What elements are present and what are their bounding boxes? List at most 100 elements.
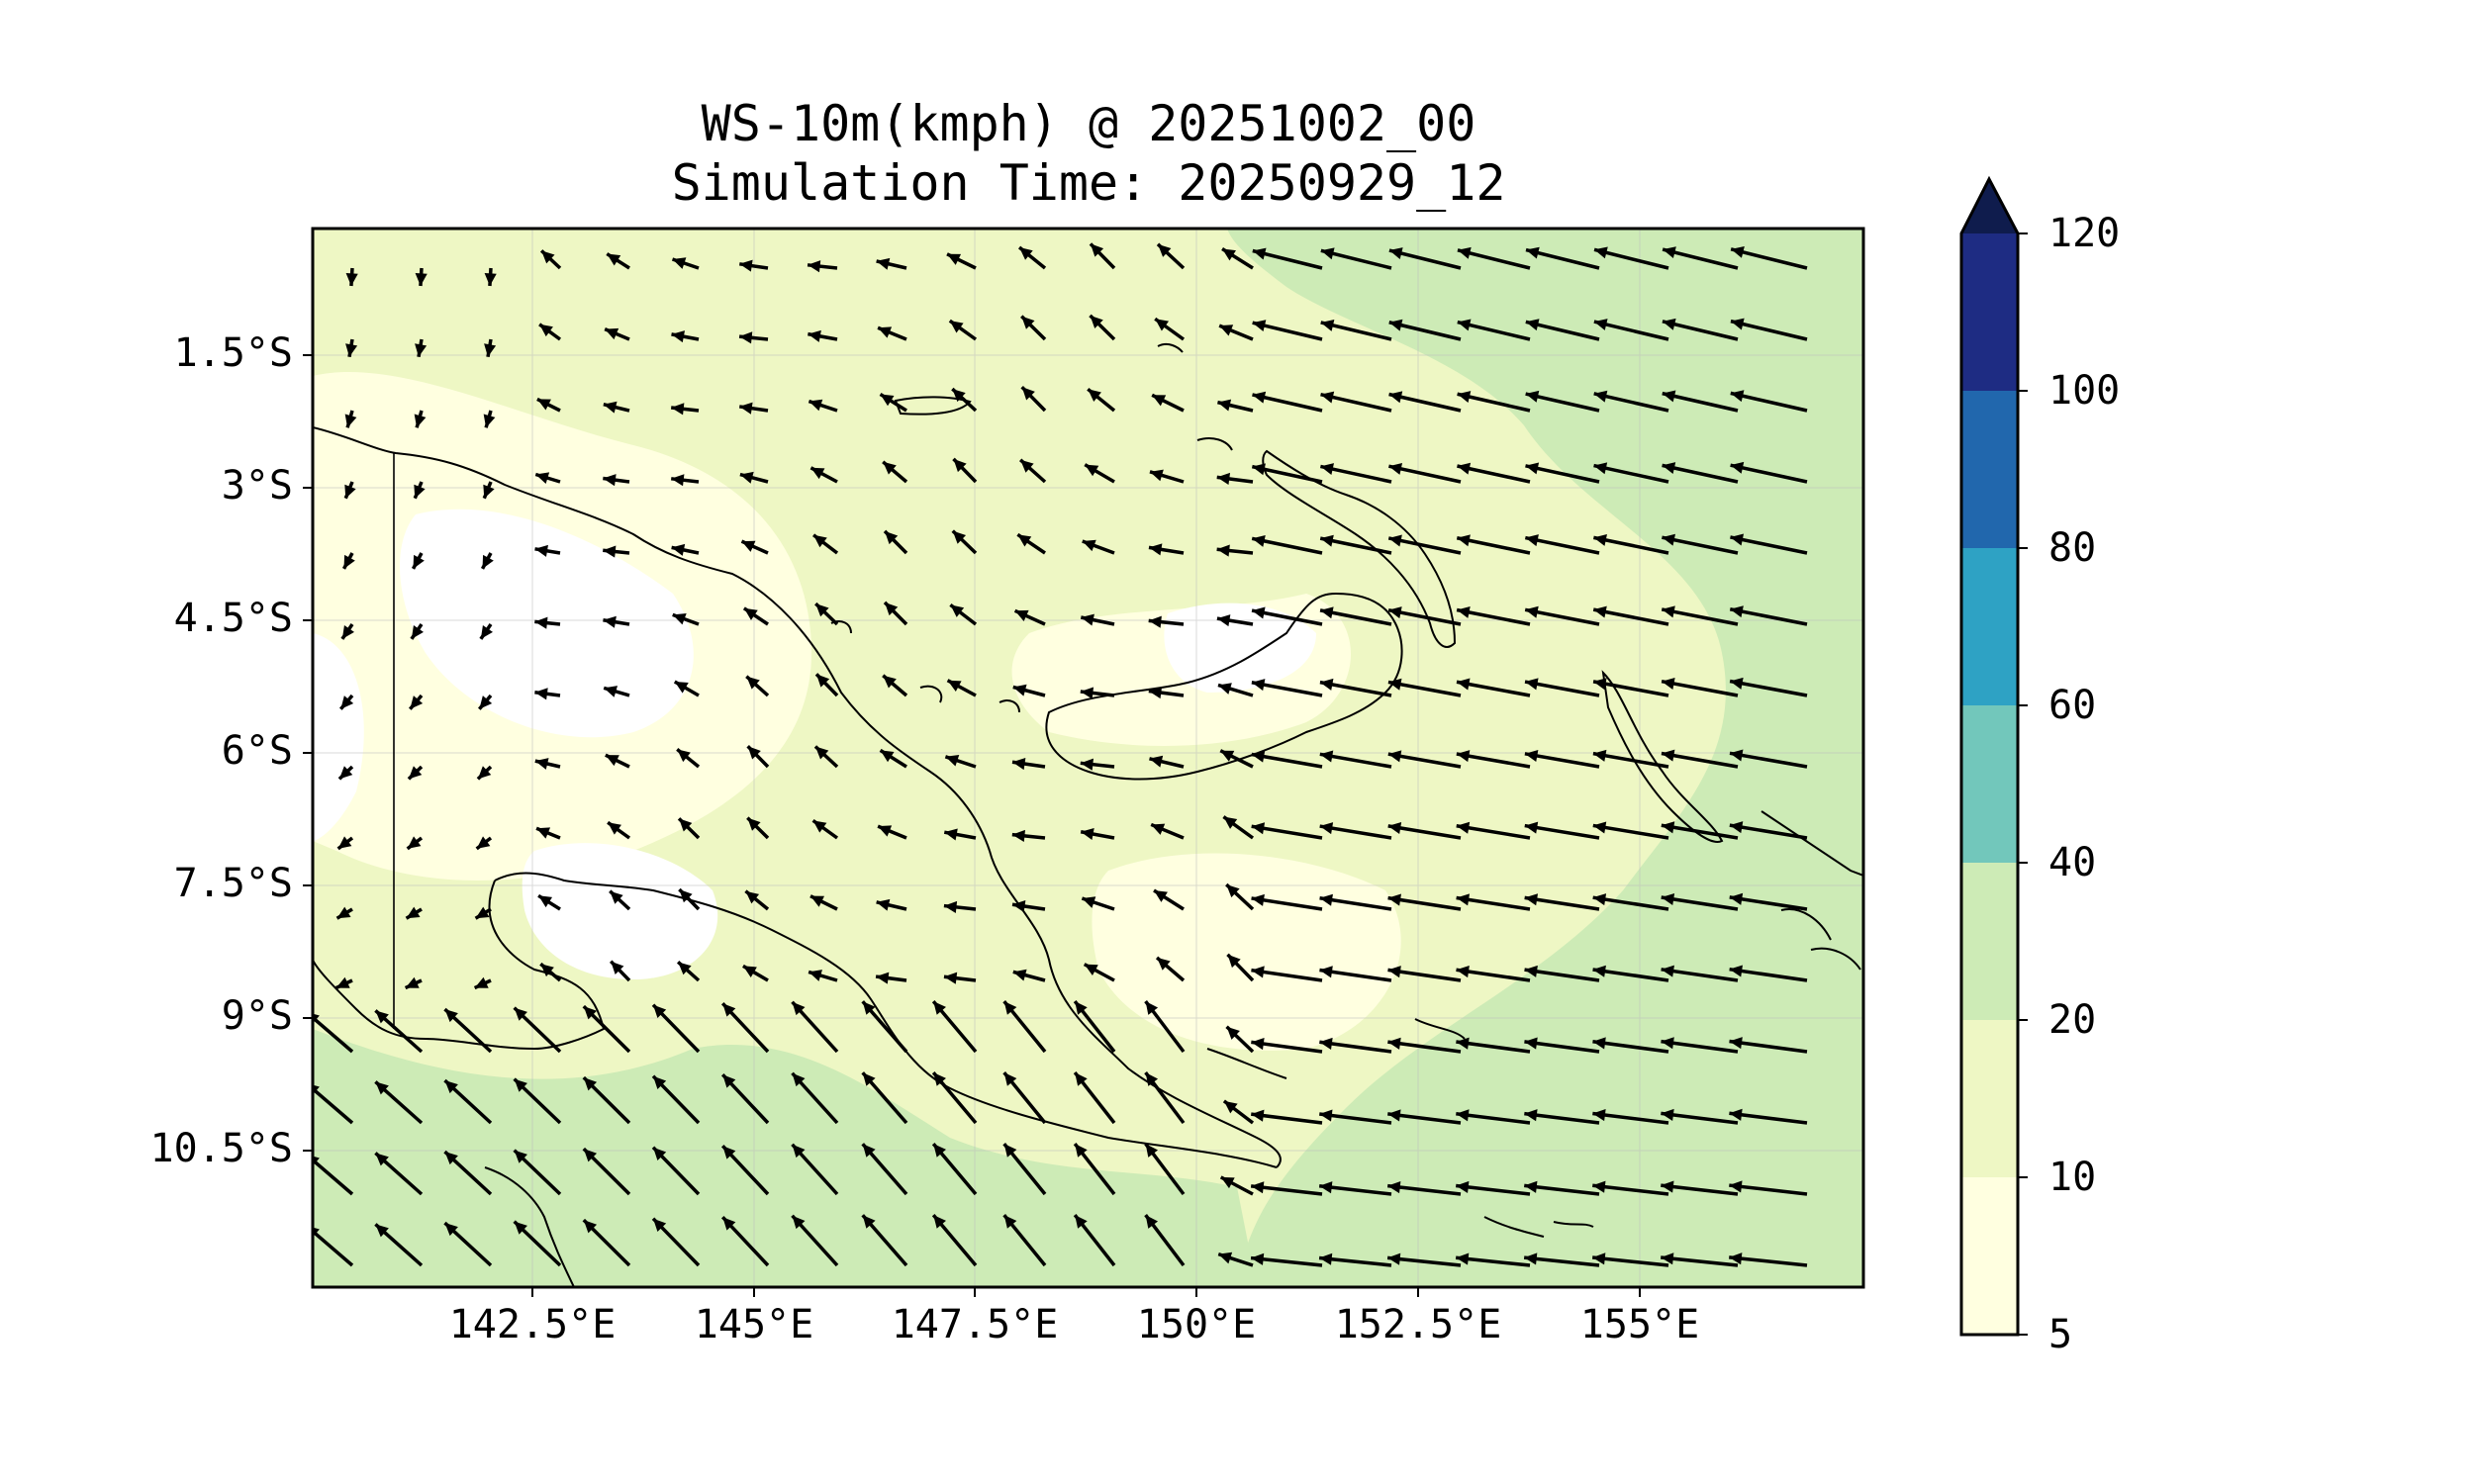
- colorbar-bin-5-10: [1961, 1177, 2018, 1335]
- wind-vector-head: [1729, 1252, 1743, 1265]
- wind-vector-shaft: [1729, 1039, 1808, 1054]
- speed-fill-below-5-bay: [1164, 603, 1316, 693]
- wind-vector-head: [1729, 1180, 1743, 1193]
- wind-vector-head: [1662, 318, 1676, 330]
- wind-vector-shaft: [1592, 968, 1669, 982]
- wind-vector-shaft: [1524, 1183, 1600, 1196]
- wind-vector-head: [671, 330, 686, 343]
- wind-vector-head: [880, 750, 895, 763]
- wind-vector-head: [1014, 609, 1029, 622]
- wind-vector-head: [1593, 678, 1607, 691]
- wind-vector-head: [414, 414, 427, 428]
- colorbar: [1959, 175, 2028, 1337]
- wind-vector-head: [792, 1072, 806, 1087]
- colorbar-label-80: 80: [2048, 525, 2097, 571]
- wind-vector-shaft: [1524, 968, 1600, 982]
- wind-vector-head: [745, 890, 760, 904]
- wind-vector-head: [1387, 1109, 1401, 1122]
- wind-vector-head: [611, 961, 624, 974]
- wind-vector-head: [1661, 1037, 1674, 1050]
- wind-vector-head: [1081, 828, 1094, 841]
- wind-vector-head: [480, 625, 493, 639]
- wind-vector-head: [1216, 544, 1230, 557]
- wind-vector-head: [1456, 750, 1471, 763]
- wind-vector-shaft: [1524, 823, 1600, 840]
- wind-vector-head: [1320, 319, 1335, 331]
- wind-vector-head: [444, 1152, 458, 1165]
- wind-vector-head: [739, 471, 754, 484]
- wind-vector-head: [1661, 1252, 1674, 1265]
- wind-vector-head: [1456, 1180, 1470, 1193]
- wind-vector-head: [1388, 247, 1403, 259]
- wind-vector-head: [603, 545, 617, 558]
- wind-vector-head: [1216, 472, 1231, 486]
- wind-vector-head: [1730, 461, 1745, 474]
- speed-fill-20-40-southwest: [313, 1029, 1257, 1287]
- speed-fill-5-10-central: [1092, 853, 1401, 1051]
- wind-vector-head: [1663, 246, 1676, 259]
- wind-vector-head: [1219, 325, 1234, 336]
- wind-vector-head: [1158, 243, 1172, 257]
- wind-vector-head: [1251, 679, 1266, 692]
- wind-vector-shaft: [1524, 1040, 1600, 1054]
- wind-vector-head: [674, 681, 689, 694]
- wind-vector-head: [1080, 758, 1094, 771]
- wind-vector-head: [810, 467, 825, 480]
- wind-vector-head: [1218, 683, 1232, 695]
- wind-vector-shaft: [1592, 751, 1669, 769]
- wind-vector-head: [1593, 533, 1607, 546]
- wind-vector-head: [1251, 1109, 1265, 1122]
- wind-vector-head: [1592, 1252, 1606, 1265]
- coastline-cape-york: [484, 1166, 575, 1287]
- wind-vector-head: [1456, 821, 1471, 834]
- wind-vector-head: [1388, 534, 1402, 547]
- wind-vector-head: [313, 1227, 320, 1238]
- wind-vector-head: [677, 749, 691, 763]
- wind-vector-head: [1729, 821, 1744, 834]
- wind-vectors: [313, 242, 1808, 1267]
- wind-vector-head: [375, 1081, 389, 1095]
- wind-vector-head: [1524, 821, 1539, 834]
- coastline-small-islands: [830, 342, 1233, 713]
- wind-vector-head: [1252, 606, 1266, 619]
- wind-vector-head: [1320, 534, 1334, 547]
- wind-vector-head: [444, 1223, 458, 1237]
- wind-vector-head: [1319, 966, 1333, 978]
- lat-label-3s: 3°S: [221, 463, 293, 509]
- wind-vector-head: [814, 746, 829, 760]
- wind-vector-head: [1592, 1037, 1606, 1050]
- lat-label-7-5s: 7.5°S: [173, 861, 293, 906]
- wind-vector-head: [722, 1074, 736, 1088]
- wind-vector-head: [1150, 469, 1164, 482]
- wind-vector-shaft: [1524, 1111, 1600, 1125]
- wind-vector-head: [671, 474, 685, 487]
- wind-vector-head: [1662, 605, 1675, 618]
- wind-vector-head: [743, 607, 758, 620]
- wind-vector-head: [1320, 247, 1335, 260]
- wind-vector-head: [816, 674, 830, 688]
- wind-vector-head: [408, 766, 423, 780]
- wind-vector-shaft: [1661, 607, 1739, 626]
- wind-vector-head: [607, 253, 621, 266]
- wind-vector-head: [444, 1080, 458, 1094]
- wind-vector-head: [1661, 821, 1675, 834]
- wind-vector-head: [1457, 319, 1472, 331]
- wind-vector-head: [1525, 605, 1539, 618]
- wind-vector-head: [534, 688, 548, 700]
- wind-vector-head: [653, 1004, 667, 1018]
- map-frame: [311, 227, 1865, 1289]
- wind-vector-head: [944, 828, 958, 841]
- wind-vector-head: [1456, 1252, 1470, 1265]
- wind-vector-head: [1729, 965, 1743, 977]
- wind-vector-shaft: [1661, 1255, 1739, 1267]
- wind-vector-head: [1021, 387, 1035, 401]
- wind-vector-head: [1012, 684, 1027, 696]
- colorbar-label-10: 10: [2048, 1155, 2097, 1200]
- wind-vector-head: [1525, 534, 1539, 547]
- wind-vector-shaft: [1524, 895, 1600, 911]
- coastline-new-guinea-north: [313, 426, 991, 852]
- wind-vector-head: [883, 461, 897, 475]
- wind-vector-head: [950, 604, 965, 617]
- wind-vector-head: [1661, 965, 1674, 977]
- wind-vector-shaft: [1662, 535, 1739, 555]
